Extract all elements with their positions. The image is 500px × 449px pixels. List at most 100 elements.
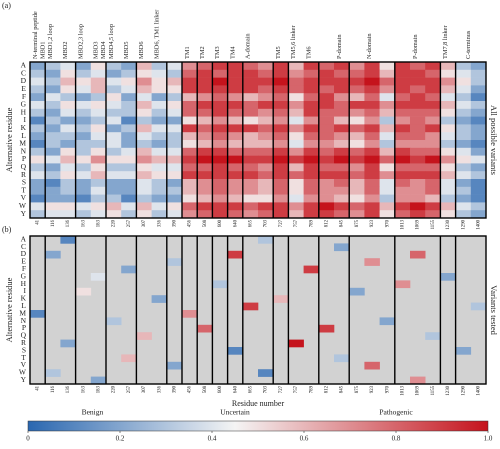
- heat-cell: [440, 202, 456, 211]
- heat-cell: [30, 194, 46, 203]
- heat-cell: [455, 179, 472, 188]
- heat-cell: [273, 155, 289, 164]
- heat-cell: [166, 361, 183, 370]
- heat-cell: [394, 186, 411, 195]
- heat-cell: [242, 108, 259, 117]
- residue-label: P: [22, 154, 26, 163]
- heat-cell: [106, 317, 122, 326]
- heat-cell: [60, 236, 76, 244]
- residue-number: 41: [36, 385, 41, 390]
- heat-cell: [197, 77, 213, 86]
- heat-cell: [364, 116, 380, 125]
- heat-cell: [197, 140, 213, 149]
- residue-number: 336: [157, 385, 162, 393]
- residue-number: 923: [370, 385, 375, 393]
- heat-cell: [303, 62, 320, 71]
- heat-cell: [303, 132, 320, 141]
- residue-number: 1230: [446, 385, 451, 395]
- heat-cell: [364, 108, 380, 117]
- heat-cell: [227, 210, 244, 219]
- heat-cell: [273, 171, 289, 180]
- heat-cell: [106, 93, 122, 102]
- heat-cell: [182, 202, 198, 211]
- heat-cell: [349, 194, 365, 203]
- heat-cell: [379, 132, 396, 141]
- heat-cell: [45, 108, 61, 117]
- heat-cell: [470, 147, 487, 156]
- heat-cell: [334, 77, 350, 86]
- heat-cell: [440, 124, 456, 133]
- heat-cell: [470, 124, 487, 133]
- heat-cell: [394, 77, 411, 86]
- heat-cell: [349, 132, 365, 141]
- heat-cell: [288, 171, 304, 180]
- heat-cell: [136, 186, 152, 195]
- residue-number: 1013: [400, 385, 405, 395]
- residue-number: 136: [66, 219, 71, 227]
- heat-cell: [303, 179, 320, 188]
- heat-cell: [45, 124, 61, 133]
- heat-cell: [136, 163, 152, 172]
- heat-cell: [258, 62, 274, 71]
- heat-cell: [379, 210, 396, 219]
- heat-cell: [410, 101, 426, 110]
- heat-cell: [349, 69, 365, 78]
- heat-cell: [379, 77, 396, 86]
- heat-cell: [334, 69, 350, 78]
- heat-cell: [227, 171, 244, 180]
- heat-cell: [182, 124, 198, 133]
- residue-number: 812: [324, 219, 329, 227]
- domain-label: A-domain: [245, 33, 252, 59]
- heat-cell: [303, 163, 320, 172]
- residue-number: 508: [203, 385, 208, 393]
- heat-cell: [258, 85, 274, 94]
- heat-cell: [212, 85, 228, 94]
- heat-cell: [30, 116, 46, 125]
- heat-cell: [182, 77, 198, 86]
- heat-cell: [440, 62, 456, 71]
- heat-cell: [60, 194, 76, 203]
- heat-cell: [364, 361, 380, 370]
- residue-number: 307: [142, 385, 147, 393]
- residue-number: 757: [294, 219, 299, 227]
- heat-cell: [182, 147, 198, 156]
- heat-cell: [440, 210, 456, 219]
- heat-cell: [212, 108, 228, 117]
- heat-cell: [318, 179, 335, 188]
- heat-cell: [121, 147, 137, 156]
- heat-cell: [30, 163, 46, 172]
- heat-cell: [30, 179, 46, 188]
- heat-cell: [197, 124, 213, 133]
- heat-cell: [227, 155, 244, 164]
- heat-cell: [60, 124, 76, 133]
- heat-cell: [182, 93, 198, 102]
- heat-cell: [60, 186, 76, 195]
- heat-cell: [364, 163, 380, 172]
- colorbar: [27, 420, 489, 432]
- heat-cell: [379, 116, 396, 125]
- residue-label: N: [21, 146, 27, 155]
- heat-cell: [410, 77, 426, 86]
- heat-cell: [303, 265, 320, 274]
- domain-label: MBD2,3 loop: [77, 24, 84, 59]
- heat-cell: [166, 62, 183, 71]
- heat-cell: [334, 186, 350, 195]
- heat-cell: [151, 171, 168, 180]
- heat-cell: [75, 179, 92, 188]
- heat-cell: [470, 186, 487, 195]
- heat-cell: [182, 116, 198, 125]
- heat-cell: [30, 186, 46, 195]
- residue-label: F: [22, 264, 26, 273]
- heat-cell: [470, 93, 487, 102]
- heat-cell: [379, 140, 396, 149]
- heat-cell: [212, 62, 228, 71]
- colorbar-tick-label: 0: [26, 435, 30, 443]
- heat-cell: [410, 147, 426, 156]
- heat-cell: [349, 171, 365, 180]
- heat-cell: [288, 108, 304, 117]
- heat-cell: [288, 69, 304, 78]
- residue-number: 163: [81, 385, 86, 393]
- heat-cell: [273, 202, 289, 211]
- residue-label: Y: [21, 375, 27, 384]
- heat-cell: [197, 101, 213, 110]
